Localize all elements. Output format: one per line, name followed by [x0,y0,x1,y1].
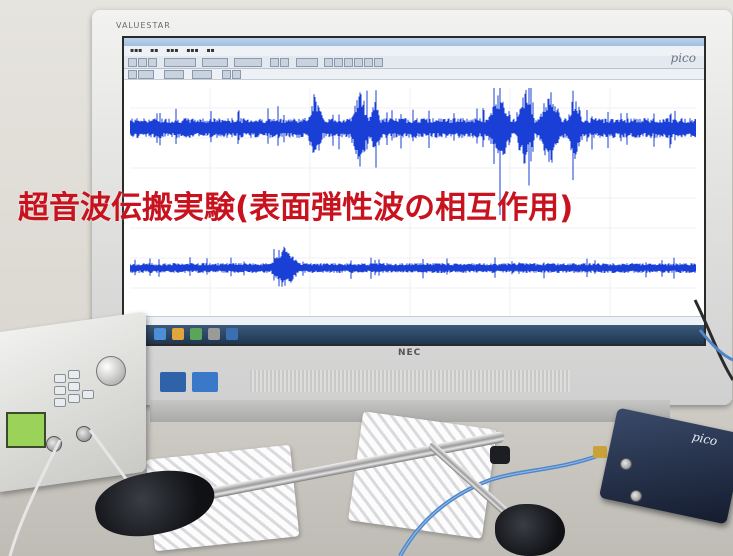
window-toolbar [124,56,704,69]
sticker [192,372,218,392]
toolbar-button [364,58,373,67]
waveform-trace [130,88,696,216]
toolbar-button [148,58,157,67]
monitor-stickers [160,372,220,394]
toolbar-button [344,58,353,67]
monitor-brand-label: VALUESTAR [116,21,171,30]
toolbar-button [354,58,363,67]
toolbar-button [270,58,279,67]
menu-item: ▪▪▪ [130,47,143,54]
generator-key [68,382,80,391]
toolbar-button [128,58,137,67]
toolbar-button [280,58,289,67]
taskbar-app-icon [208,328,220,340]
rod-end-cap [490,446,510,464]
window-menubar: ▪▪▪ ▪▪ ▪▪▪ ▪▪▪ ▪▪ [124,46,704,56]
window-toolbar-secondary [124,69,704,80]
frequency-knob [96,356,126,386]
toolbar-field [192,70,212,79]
generator-key [82,390,94,399]
menu-item: ▪▪▪ [166,47,179,54]
scope-bnc-connector [630,490,642,502]
taskbar-app-icon [172,328,184,340]
window-titlebar [124,38,704,46]
toolbar-button [128,70,137,79]
toolbar-button [324,58,333,67]
os-taskbar [124,325,704,344]
toolbar-field [202,58,228,67]
transducer-wrap-right [495,504,565,556]
overlay-title: 超音波伝搬実験(表面弾性波の相互作用) [18,190,574,226]
toolbar-field [164,58,196,67]
toolbar-button [222,70,231,79]
monitor-stand [150,400,670,422]
plot-gridlines [130,88,696,316]
taskbar-app-icon [190,328,202,340]
menu-item: ▪▪ [206,47,215,54]
sticker [160,372,186,392]
generator-key [54,374,66,383]
toolbar-button [232,70,241,79]
toolbar-field [138,70,154,79]
monitor-screen: ▪▪▪ ▪▪ ▪▪▪ ▪▪▪ ▪▪ pico [122,36,706,346]
menu-item: ▪▪ [150,47,159,54]
taskbar-app-icon [154,328,166,340]
scope-bnc-connector [620,458,632,470]
taskbar-app-icon [226,328,238,340]
generator-key [68,370,80,379]
generator-key [54,386,66,395]
generator-key [68,394,80,403]
waveform-channel-a [130,88,696,216]
window-statusbar [124,316,704,326]
toolbar-field [164,70,184,79]
menu-item: ▪▪▪ [186,47,199,54]
toolbar-button [334,58,343,67]
waveform-trace [130,246,696,287]
toolbar-button [374,58,383,67]
generator-key [54,398,66,407]
sma-connector [593,446,607,458]
pico-software-logo: pico [670,51,696,65]
waveform-channel-b [130,246,696,287]
toolbar-field [296,58,318,67]
toolbar-field [234,58,262,67]
generator-display [6,412,46,448]
toolbar-button [138,58,147,67]
monitor-maker-logo: NEC [398,348,422,358]
monitor-speaker-grille [250,370,570,392]
waveform-plot [130,88,696,316]
